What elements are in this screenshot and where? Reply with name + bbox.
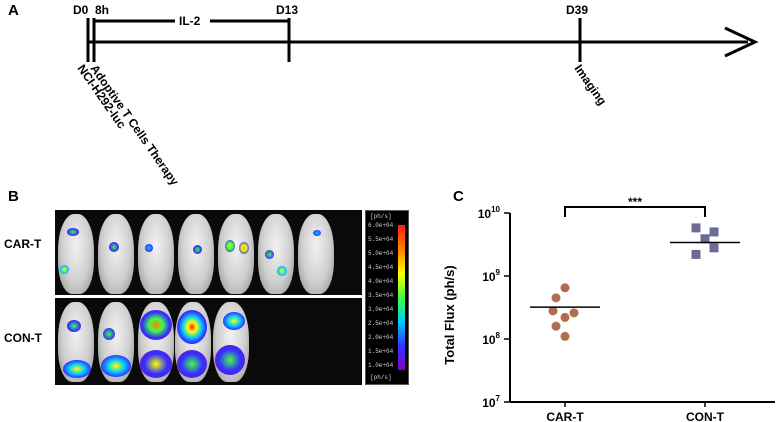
data-point — [691, 223, 701, 233]
data-point — [560, 283, 570, 293]
scale-tick-label: 4.5e+04 — [368, 264, 394, 271]
scale-tick-label: 1.5e+04 — [368, 348, 394, 355]
signal-spot — [239, 242, 249, 254]
signal-spot — [177, 310, 207, 344]
mouse-car-t-1 — [58, 214, 94, 294]
data-point — [709, 227, 719, 237]
data-point — [569, 308, 579, 318]
data-point — [560, 331, 570, 341]
y-tick-label: 107 — [482, 394, 500, 410]
signal-spot — [67, 320, 81, 332]
flux-scatter-chart: Total Flux (ph/s) 107 108 109 1010 CAR-T CON-… — [442, 195, 775, 422]
signal-spot — [145, 244, 153, 252]
timeline-graphic — [86, 18, 759, 62]
mouse-car-t-5 — [218, 214, 254, 294]
bioluminescence-image — [55, 210, 362, 385]
row-label-car-t: CAR-T — [4, 237, 42, 251]
data-point — [551, 321, 561, 331]
x-tick-label: CON-T — [686, 410, 725, 422]
signal-spot — [277, 266, 287, 276]
panel-label-c: C — [453, 188, 464, 205]
mouse-car-t-4 — [178, 214, 214, 294]
scale-tick-label: 4.0e+04 — [368, 278, 394, 285]
scale-tick-label: 2.5e+04 — [368, 320, 394, 327]
panel-label-b: B — [8, 188, 19, 205]
scale-tick-label: 2.0e+04 — [368, 334, 394, 341]
mouse-car-t-6 — [258, 214, 294, 294]
data-point — [691, 249, 701, 259]
data-point — [551, 293, 561, 303]
significance-bracket — [564, 206, 706, 217]
signal-spot — [67, 228, 79, 236]
signal-spot — [140, 350, 172, 378]
scale-tick-label: 5.0e+04 — [368, 250, 394, 257]
signal-spot — [223, 312, 245, 330]
timeline-8h-label: 8h — [95, 3, 110, 17]
panel-label-a: A — [8, 2, 19, 19]
signal-spot — [225, 240, 235, 252]
signal-spot — [63, 360, 91, 378]
color-scale-bar: [ph/s] 6.0e+04 5.5e+04 5.0e+04 4.5e+04 4.0e+… — [365, 210, 409, 385]
mouse-car-t-2 — [98, 214, 134, 294]
y-tick-label: 1010 — [478, 205, 501, 221]
y-tick-label: 108 — [482, 331, 500, 347]
signal-spot — [60, 265, 69, 274]
signal-spot — [313, 230, 321, 236]
data-point — [548, 306, 558, 316]
timeline-therapy-event: Adoptive T Cells Therapy — [87, 62, 182, 189]
signal-spot — [177, 350, 207, 378]
timeline-d13-label: D13 — [276, 3, 299, 17]
y-axis-label: Total Flux (ph/s) — [442, 265, 457, 364]
scale-unit-bottom: [ph/s] — [370, 374, 392, 381]
timeline-d39-label: D39 — [566, 3, 589, 17]
scale-tick-label: 1.0e+04 — [368, 362, 394, 369]
color-gradient — [398, 225, 405, 370]
signal-spot — [103, 328, 115, 340]
timeline-d0-label: D0 — [73, 3, 89, 17]
scale-unit-top: [ph/s] — [370, 213, 392, 220]
x-tick-label: CAR-T — [546, 410, 584, 422]
data-point — [560, 312, 570, 322]
data-point — [709, 243, 719, 253]
y-tick-label: 109 — [482, 268, 500, 284]
timeline-il2-label: IL-2 — [179, 14, 201, 28]
row-divider — [55, 295, 362, 298]
signal-spot — [265, 250, 274, 259]
signal-spot — [140, 310, 172, 340]
row-label-con-t: CON-T — [4, 331, 42, 345]
scale-tick-label: 3.0e+04 — [368, 306, 394, 313]
data-point — [700, 234, 710, 244]
scale-tick-label: 3.5e+04 — [368, 292, 394, 299]
scale-tick-label: 5.5e+04 — [368, 236, 394, 243]
signal-spot — [193, 245, 202, 254]
mouse-car-t-7 — [298, 214, 334, 294]
signal-spot — [101, 355, 131, 377]
signal-spot — [215, 345, 245, 375]
significance-label: *** — [628, 195, 642, 209]
signal-spot — [109, 242, 119, 252]
scale-tick-label: 6.0e+04 — [368, 222, 394, 229]
mouse-car-t-3 — [138, 214, 174, 294]
